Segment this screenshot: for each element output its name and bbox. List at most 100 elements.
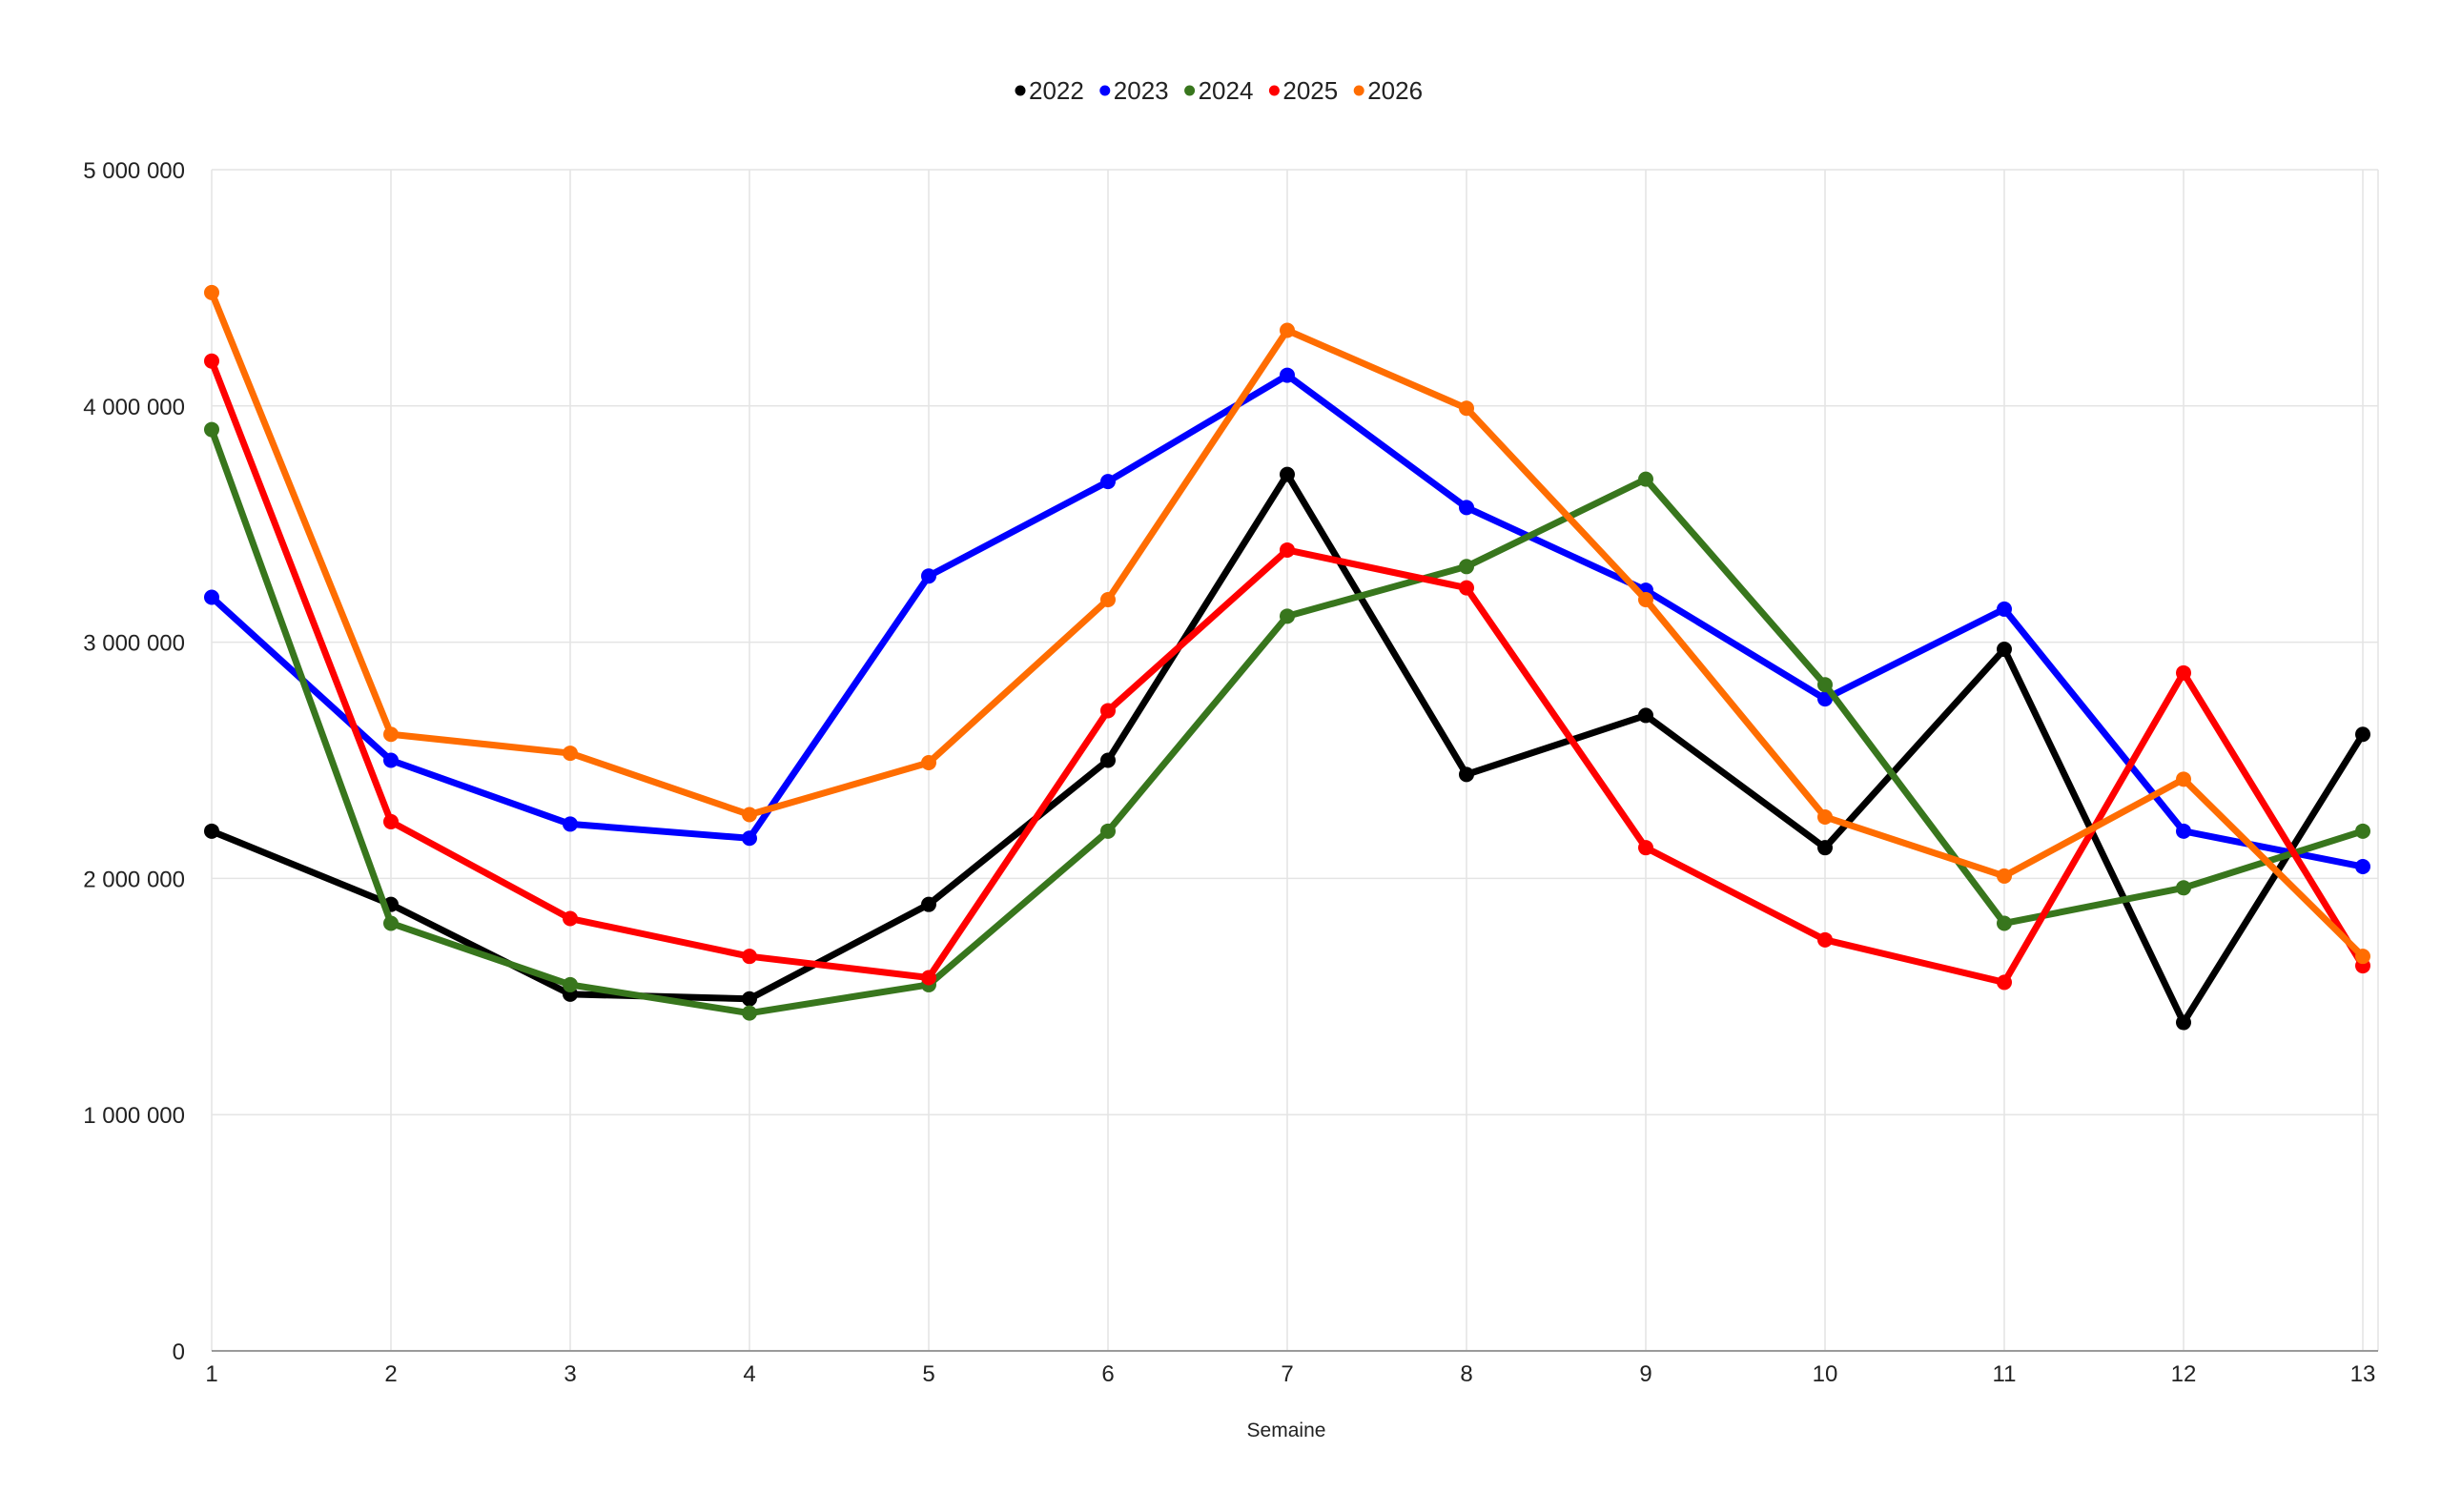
data-point[interactable] xyxy=(2355,949,2370,965)
gridlines xyxy=(211,169,2379,1351)
series-2024[interactable] xyxy=(204,421,2370,1021)
y-tick-label: 4 000 000 xyxy=(83,395,185,420)
x-tick-label: 6 xyxy=(1101,1361,1114,1387)
y-tick-label: 3 000 000 xyxy=(83,631,185,657)
legend-item-2026[interactable]: 2026 xyxy=(1353,76,1423,105)
data-point[interactable] xyxy=(1638,840,1653,856)
series-2023[interactable] xyxy=(204,367,2370,875)
data-point[interactable] xyxy=(1459,559,1474,575)
x-tick-label: 9 xyxy=(1639,1361,1651,1387)
data-point[interactable] xyxy=(1997,868,2012,884)
legend-label: 2023 xyxy=(1114,76,1169,105)
legend-item-2024[interactable]: 2024 xyxy=(1184,76,1253,105)
data-point[interactable] xyxy=(2176,1014,2191,1031)
x-tick-label: 10 xyxy=(1813,1361,1838,1387)
data-point[interactable] xyxy=(383,726,399,743)
x-tick-label: 1 xyxy=(205,1361,217,1387)
data-point[interactable] xyxy=(1100,474,1116,490)
data-point[interactable] xyxy=(2176,880,2191,896)
legend[interactable]: 2022 2023 2024 2025 2026 xyxy=(1015,76,1424,105)
series-2026[interactable] xyxy=(204,284,2370,965)
data-point[interactable] xyxy=(1459,400,1474,417)
data-point[interactable] xyxy=(1638,591,1653,607)
data-point[interactable] xyxy=(921,970,936,986)
data-point[interactable] xyxy=(2355,859,2370,875)
y-tick-label: 0 xyxy=(173,1339,185,1365)
x-tick-label: 2 xyxy=(384,1361,397,1387)
data-point[interactable] xyxy=(1817,931,1833,948)
data-point[interactable] xyxy=(1280,541,1295,558)
legend-marker xyxy=(1015,85,1026,96)
data-point[interactable] xyxy=(1817,808,1833,825)
legend-item-2022[interactable]: 2022 xyxy=(1015,76,1084,105)
data-point[interactable] xyxy=(1638,707,1653,724)
data-point[interactable] xyxy=(1459,580,1474,596)
y-tick-label: 1 000 000 xyxy=(83,1103,185,1129)
data-point[interactable] xyxy=(742,991,757,1007)
data-point[interactable] xyxy=(563,910,578,927)
data-point[interactable] xyxy=(1997,915,2012,931)
data-point[interactable] xyxy=(1280,322,1295,338)
data-point[interactable] xyxy=(742,949,757,965)
legend-label: 2022 xyxy=(1029,76,1084,105)
legend-marker xyxy=(1099,85,1111,96)
data-point[interactable] xyxy=(921,896,936,912)
data-point[interactable] xyxy=(742,807,757,823)
data-point[interactable] xyxy=(383,813,399,829)
data-point[interactable] xyxy=(2355,726,2370,743)
data-point[interactable] xyxy=(563,746,578,762)
data-point[interactable] xyxy=(921,754,936,770)
x-tick-label: 3 xyxy=(564,1361,576,1387)
data-point[interactable] xyxy=(1280,608,1295,624)
data-point[interactable] xyxy=(383,915,399,931)
series-2022[interactable] xyxy=(204,466,2370,1031)
x-tick-label: 13 xyxy=(2350,1361,2376,1387)
data-point[interactable] xyxy=(204,353,219,369)
legend-marker xyxy=(1353,85,1364,96)
data-point[interactable] xyxy=(204,284,219,300)
data-point[interactable] xyxy=(2355,823,2370,839)
data-point[interactable] xyxy=(2176,823,2191,839)
data-point[interactable] xyxy=(204,823,219,839)
x-tick-label: 8 xyxy=(1460,1361,1472,1387)
y-axis: 0 1 000 000 2 000 000 3 000 000 4 000 000 5 0… xyxy=(83,158,185,1365)
data-point[interactable] xyxy=(1280,466,1295,482)
data-point[interactable] xyxy=(1997,642,2012,658)
y-tick-label: 2 000 000 xyxy=(83,867,185,892)
data-point[interactable] xyxy=(563,816,578,832)
legend-label: 2025 xyxy=(1282,76,1338,105)
data-point[interactable] xyxy=(1459,500,1474,516)
data-point[interactable] xyxy=(1997,601,2012,617)
legend-item-2023[interactable]: 2023 xyxy=(1099,76,1169,105)
data-point[interactable] xyxy=(383,752,399,768)
data-point[interactable] xyxy=(1100,703,1116,719)
data-point[interactable] xyxy=(1817,677,1833,693)
legend-marker xyxy=(1268,85,1280,96)
data-point[interactable] xyxy=(204,421,219,438)
data-point[interactable] xyxy=(1100,752,1116,768)
legend-item-2025[interactable]: 2025 xyxy=(1268,76,1338,105)
series-group xyxy=(204,284,2370,1031)
data-point[interactable] xyxy=(563,976,578,992)
data-point[interactable] xyxy=(742,830,757,847)
data-point[interactable] xyxy=(204,589,219,605)
x-tick-label: 12 xyxy=(2171,1361,2197,1387)
x-tick-label: 11 xyxy=(1993,1361,2017,1387)
data-point[interactable] xyxy=(2176,771,2191,787)
x-tick-label: 4 xyxy=(743,1361,755,1387)
x-axis: 1 2 3 4 5 6 7 8 9 10 11 12 13 xyxy=(205,1350,2378,1387)
data-point[interactable] xyxy=(1459,766,1474,783)
x-tick-label: 7 xyxy=(1281,1361,1293,1387)
data-point[interactable] xyxy=(1100,591,1116,607)
data-point[interactable] xyxy=(1997,974,2012,991)
data-point[interactable] xyxy=(921,568,936,584)
data-point[interactable] xyxy=(2176,664,2191,681)
data-point[interactable] xyxy=(1817,840,1833,856)
data-point[interactable] xyxy=(1100,823,1116,839)
data-point[interactable] xyxy=(1638,471,1653,487)
data-point[interactable] xyxy=(742,1005,757,1021)
x-tick-label: 5 xyxy=(922,1361,934,1387)
data-point[interactable] xyxy=(1280,367,1295,383)
